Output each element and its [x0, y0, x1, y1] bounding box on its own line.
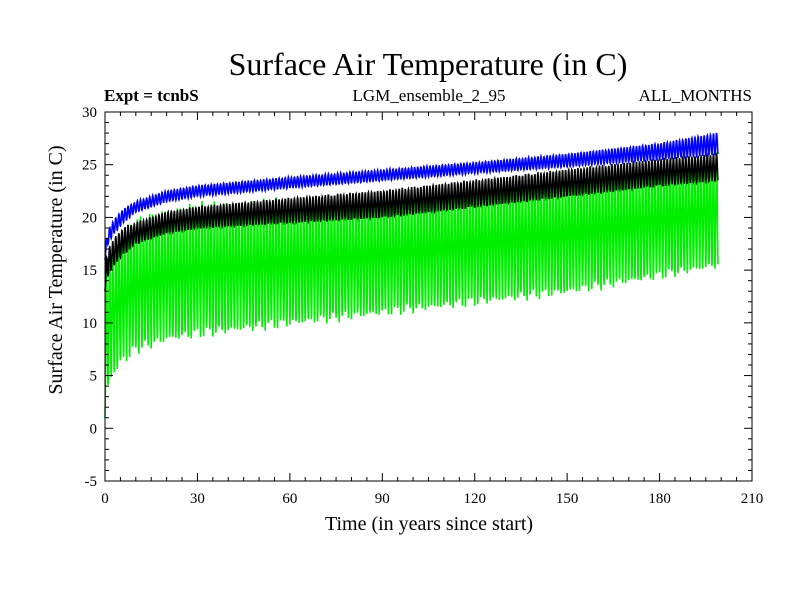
series-blue: [104, 131, 719, 260]
y-tick-label: 20: [82, 210, 97, 226]
y-tick-label: 5: [90, 369, 98, 385]
y-axis-label: Surface Air Temperature (in C): [45, 145, 67, 394]
y-tick-label: 0: [90, 421, 98, 437]
x-tick-label: 90: [375, 491, 390, 507]
x-tick-label: 120: [463, 491, 486, 507]
chart-title: Surface Air Temperature (in C): [229, 46, 628, 82]
x-tick-label: 180: [648, 491, 671, 507]
x-axis-label: Time (in years since start): [325, 513, 533, 535]
x-tick-label: 30: [190, 491, 205, 507]
chart-subtitle-center: LGM_ensemble_2_95: [353, 86, 506, 105]
series-black: [104, 152, 719, 292]
chart-subtitle-left: Expt = tcnbS: [104, 86, 199, 105]
x-tick-label: 210: [741, 491, 764, 507]
series-layer: [104, 131, 719, 418]
x-tick-label: 0: [101, 491, 109, 507]
x-tick-label: 60: [282, 491, 297, 507]
y-tick-label: 10: [82, 316, 97, 332]
chart-subtitle-right: ALL_MONTHS: [639, 86, 752, 105]
y-tick-label: 25: [82, 158, 97, 174]
y-tick-label: 30: [82, 105, 97, 121]
y-tick-label: -5: [85, 474, 98, 490]
y-tick-label: 15: [82, 263, 97, 279]
x-tick-label: 150: [556, 491, 579, 507]
